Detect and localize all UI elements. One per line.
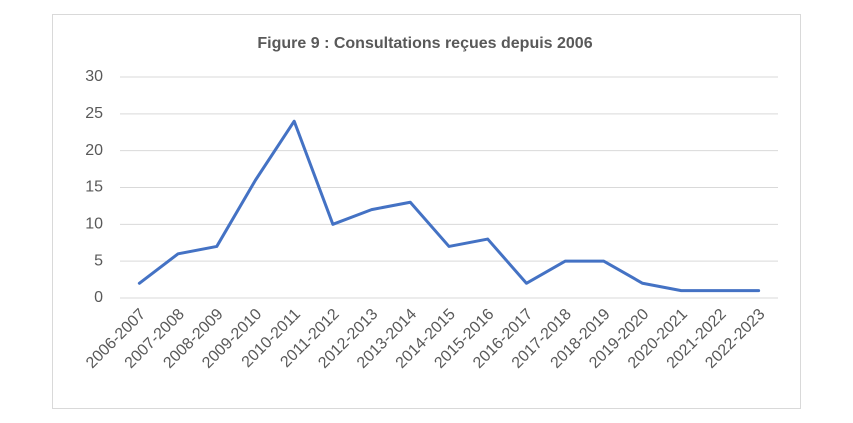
data-line bbox=[137, 119, 761, 293]
y-tick-label: 15 bbox=[85, 179, 103, 196]
y-tick-label: 30 bbox=[85, 68, 103, 85]
y-tick-label: 10 bbox=[85, 216, 103, 233]
y-tick-label: 20 bbox=[85, 142, 103, 159]
chart-border bbox=[52, 14, 801, 409]
y-tick-label: 5 bbox=[94, 252, 103, 269]
y-tick-label: 0 bbox=[94, 289, 103, 306]
chart-title: Figure 9 : Consultations reçues depuis 2… bbox=[257, 35, 592, 52]
y-tick-label: 25 bbox=[85, 105, 103, 122]
